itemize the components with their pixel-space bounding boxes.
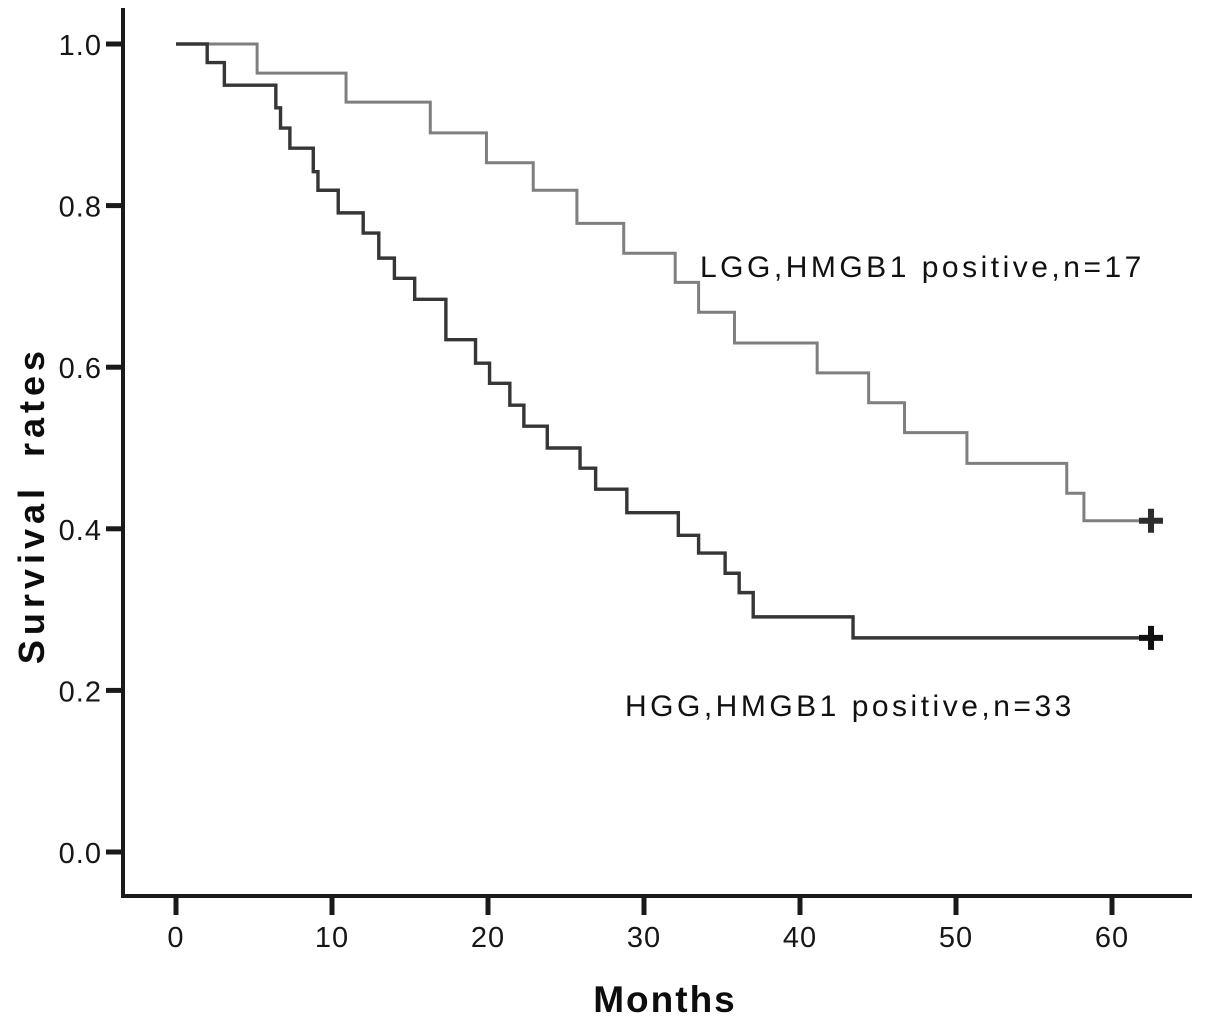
lgg-label: LGG,HMGB1 positive,n=17 bbox=[700, 251, 1145, 284]
x-tick-label: 20 bbox=[471, 922, 505, 954]
hgg-censor-mark bbox=[1139, 625, 1163, 650]
lgg-censor-mark bbox=[1139, 508, 1163, 533]
x-axis-title: Months bbox=[593, 979, 737, 1020]
hgg-label: HGG,HMGB1 positive,n=33 bbox=[625, 690, 1075, 723]
lgg-curve bbox=[176, 42, 1151, 523]
x-tick-label: 60 bbox=[1095, 922, 1129, 954]
x-tick-label: 0 bbox=[167, 922, 184, 954]
y-tick-label: 0.6 bbox=[59, 353, 102, 385]
y-axis-title: Survival rates bbox=[11, 346, 52, 664]
x-tick-label: 10 bbox=[315, 922, 349, 954]
y-tick-label: 0.4 bbox=[59, 515, 102, 547]
y-tick-label: 0.2 bbox=[59, 676, 102, 708]
x-tick-label: 30 bbox=[627, 922, 661, 954]
y-tick-label: 0.0 bbox=[59, 838, 102, 870]
x-tick-label: 40 bbox=[783, 922, 817, 954]
y-tick-label: 0.8 bbox=[59, 192, 102, 224]
hgg-curve bbox=[176, 42, 1151, 640]
x-tick-label: 50 bbox=[939, 922, 973, 954]
y-tick-label: 1.0 bbox=[59, 30, 102, 62]
